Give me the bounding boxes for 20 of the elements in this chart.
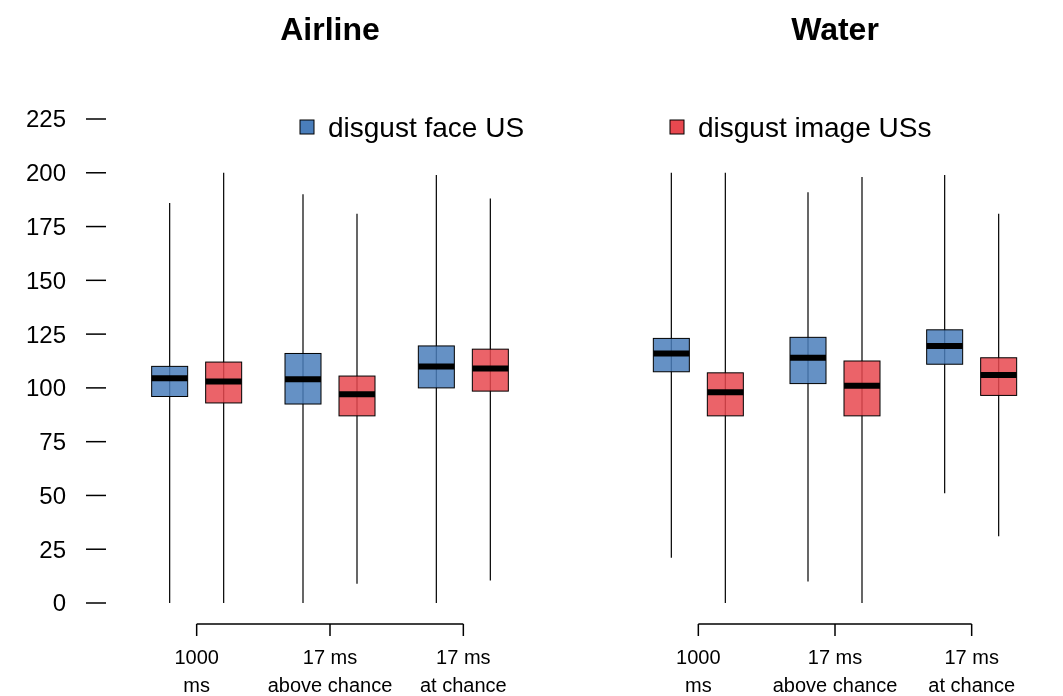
y-tick-label: 225 — [25, 105, 66, 133]
y-tick-label: 125 — [25, 320, 66, 348]
x-tick-label: 17 ms at chance — [419, 646, 507, 696]
y-tick-label: 0 — [52, 589, 66, 617]
x-tick-label: 17 ms above chance — [267, 646, 393, 696]
legend-label: disgust face US — [328, 111, 525, 143]
y-tick-label: 150 — [25, 266, 66, 294]
legend-label: disgust image USs — [698, 111, 932, 143]
y-tick-label: 100 — [25, 374, 66, 402]
y-tick-label: 175 — [25, 212, 66, 240]
x-tick-label: 1000 ms — [676, 646, 721, 696]
y-tick-label: 25 — [39, 535, 66, 563]
chart-title: Airline — [280, 11, 380, 47]
chart-title: Water — [791, 11, 879, 47]
y-tick-label: 50 — [39, 481, 66, 509]
x-tick-label: 17 ms above chance — [772, 646, 898, 696]
x-tick-label: 1000 ms — [174, 646, 219, 696]
x-tick-label: 17 ms at chance — [928, 646, 1016, 696]
y-tick-label: 200 — [25, 159, 66, 187]
y-tick-label: 75 — [39, 428, 66, 456]
